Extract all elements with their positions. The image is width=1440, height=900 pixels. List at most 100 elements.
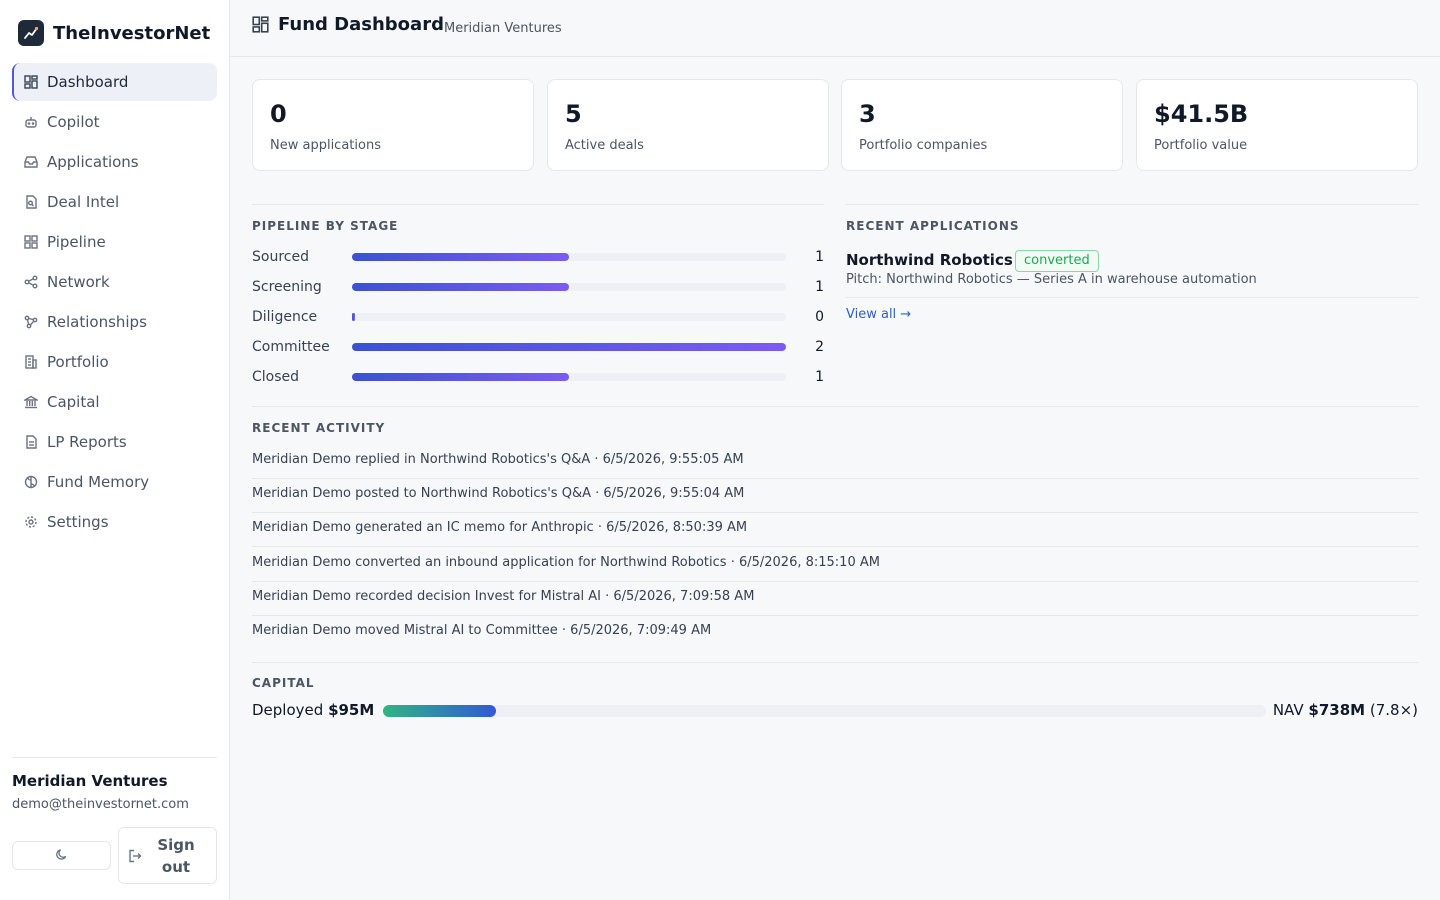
deployed-value: $95M bbox=[328, 701, 375, 719]
stage-bar-track bbox=[352, 253, 786, 261]
stat-label: New applications bbox=[270, 138, 381, 153]
dashboard-icon bbox=[252, 16, 269, 37]
activity-item: Meridian Demo recorded decision Invest f… bbox=[252, 589, 1418, 623]
sign-out-button[interactable]: Sign out bbox=[118, 827, 217, 884]
sidebar-item-deal-intel[interactable]: Deal Intel bbox=[12, 183, 217, 221]
stage-label: Screening bbox=[252, 279, 322, 295]
relationships-icon bbox=[23, 314, 39, 330]
stage-bar-screening bbox=[352, 283, 569, 291]
stat-value: $41.5B bbox=[1154, 100, 1249, 128]
sidebar-item-fund-memory[interactable]: Fund Memory bbox=[12, 463, 217, 501]
stage-bar-diligence bbox=[352, 313, 355, 321]
sidebar-item-applications[interactable]: Applications bbox=[12, 143, 217, 181]
activity-item: Meridian Demo replied in Northwind Robot… bbox=[252, 452, 1418, 486]
page-title: Fund Dashboard bbox=[278, 14, 444, 35]
application-pitch: Pitch: Northwind Robotics — Series A in … bbox=[846, 272, 1257, 287]
stat-value: 3 bbox=[859, 100, 876, 128]
pipeline-section-title: PIPELINE BY STAGE bbox=[252, 219, 399, 233]
view-all-link[interactable]: View all → bbox=[846, 307, 912, 322]
stage-bar-track bbox=[352, 343, 786, 351]
logout-icon bbox=[127, 848, 143, 864]
moon-icon bbox=[55, 846, 68, 865]
capital-bar-fill bbox=[383, 705, 497, 717]
dashboard-icon bbox=[23, 74, 39, 90]
capital-section-title: CAPITAL bbox=[252, 676, 315, 690]
stage-label: Sourced bbox=[252, 249, 309, 265]
item-divider bbox=[846, 297, 1418, 298]
sidebar-item-portfolio[interactable]: Portfolio bbox=[12, 343, 217, 381]
bank-icon bbox=[23, 394, 39, 410]
stage-count: 2 bbox=[815, 339, 824, 355]
stage-label: Diligence bbox=[252, 309, 318, 325]
sidebar-divider bbox=[12, 757, 217, 758]
stage-bar-closed bbox=[352, 373, 569, 381]
sidebar-item-copilot[interactable]: Copilot bbox=[12, 103, 217, 141]
sidebar-item-label: Pipeline bbox=[47, 233, 106, 251]
stage-label: Committee bbox=[252, 339, 330, 355]
stage-count: 1 bbox=[815, 279, 824, 295]
nav-summary: NAV $738M (7.8×) bbox=[1273, 701, 1418, 719]
capital-bar-track bbox=[383, 705, 1266, 717]
document-search-icon bbox=[23, 194, 39, 210]
sidebar-item-capital[interactable]: Capital bbox=[12, 383, 217, 421]
activity-item: Meridian Demo moved Mistral AI to Commit… bbox=[252, 623, 1418, 657]
stat-label: Active deals bbox=[565, 138, 644, 153]
recent-activity-title: RECENT ACTIVITY bbox=[252, 421, 386, 435]
stage-count: 1 bbox=[815, 249, 824, 265]
stage-bar-sourced bbox=[352, 253, 569, 261]
inbox-icon bbox=[23, 154, 39, 170]
sidebar-item-label: Settings bbox=[47, 513, 109, 531]
sidebar-item-label: Deal Intel bbox=[47, 193, 120, 211]
page-subtitle: Meridian Ventures bbox=[444, 21, 562, 36]
sidebar-item-lp-reports[interactable]: LP Reports bbox=[12, 423, 217, 461]
stat-card-new-applications[interactable]: 0 New applications bbox=[252, 79, 534, 171]
nav-multiple: (7.8×) bbox=[1369, 701, 1418, 719]
section-divider bbox=[252, 406, 1418, 407]
stat-card-portfolio-value[interactable]: $41.5B Portfolio value bbox=[1136, 79, 1418, 171]
sidebar-item-label: Capital bbox=[47, 393, 100, 411]
status-badge: converted bbox=[1015, 250, 1099, 272]
stat-value: 0 bbox=[270, 100, 287, 128]
stat-label: Portfolio value bbox=[1154, 138, 1248, 153]
brand[interactable]: TheInvestorNet bbox=[18, 20, 210, 46]
sidebar-item-relationships[interactable]: Relationships bbox=[12, 303, 217, 341]
stage-count: 1 bbox=[815, 369, 824, 385]
sidebar-item-settings[interactable]: Settings bbox=[12, 503, 217, 541]
sidebar-item-network[interactable]: Network bbox=[12, 263, 217, 301]
sidebar-item-dashboard[interactable]: Dashboard bbox=[12, 63, 217, 101]
share-network-icon bbox=[23, 274, 39, 290]
sidebar-item-label: Portfolio bbox=[47, 353, 109, 371]
page-header: Fund Dashboard Meridian Ventures bbox=[230, 0, 1440, 57]
stage-label: Closed bbox=[252, 369, 300, 385]
stat-label: Portfolio companies bbox=[859, 138, 988, 153]
activity-item: Meridian Demo generated an IC memo for A… bbox=[252, 520, 1418, 554]
stat-card-portfolio-companies[interactable]: 3 Portfolio companies bbox=[841, 79, 1123, 171]
activity-text: Meridian Demo converted an inbound appli… bbox=[252, 555, 880, 570]
org-email: demo@theinvestornet.com bbox=[12, 797, 189, 812]
stat-card-active-deals[interactable]: 5 Active deals bbox=[547, 79, 829, 171]
section-divider bbox=[846, 204, 1418, 205]
sidebar-item-label: Copilot bbox=[47, 113, 100, 131]
sidebar-item-label: Fund Memory bbox=[47, 473, 150, 491]
stat-value: 5 bbox=[565, 100, 582, 128]
sidebar-item-label: LP Reports bbox=[47, 433, 127, 451]
trend-chart-logo-icon bbox=[18, 20, 44, 46]
sidebar-item-label: Applications bbox=[47, 153, 139, 171]
gear-icon bbox=[23, 514, 39, 530]
section-divider bbox=[252, 204, 824, 205]
nav-label: NAV bbox=[1272, 701, 1304, 719]
sidebar-item-pipeline[interactable]: Pipeline bbox=[12, 223, 217, 261]
report-icon bbox=[23, 434, 39, 450]
sign-out-label: Sign out bbox=[157, 835, 195, 876]
activity-text: Meridian Demo replied in Northwind Robot… bbox=[252, 452, 744, 467]
application-name[interactable]: Northwind Robotics bbox=[846, 251, 1013, 269]
stage-bar-track bbox=[352, 283, 786, 291]
stage-bar-track bbox=[352, 373, 786, 381]
org-name: Meridian Ventures bbox=[12, 772, 168, 790]
activity-item: Meridian Demo posted to Northwind Roboti… bbox=[252, 486, 1418, 520]
brain-icon bbox=[23, 474, 39, 490]
deployed-label: Deployed bbox=[252, 701, 324, 719]
section-divider bbox=[252, 662, 1418, 663]
activity-item: Meridian Demo converted an inbound appli… bbox=[252, 555, 1418, 589]
theme-toggle-button[interactable] bbox=[12, 841, 111, 870]
